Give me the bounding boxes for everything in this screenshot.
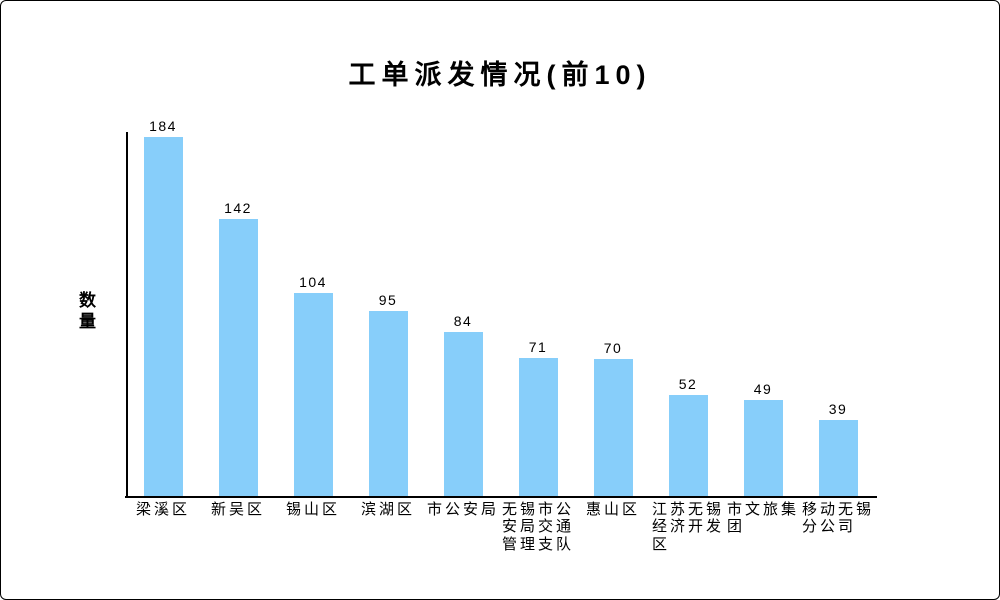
bar-value-label: 71 xyxy=(528,339,548,355)
x-tick-label: 无锡市公 安局交通 管理支队 xyxy=(501,501,574,553)
y-axis-label: 数量 xyxy=(76,291,95,333)
bar-value-label: 49 xyxy=(753,381,773,397)
x-tick-label: 移动无锡 分公司 xyxy=(801,501,874,536)
bar xyxy=(668,395,708,496)
bar-value-label: 95 xyxy=(378,292,398,308)
bar xyxy=(143,137,183,496)
bar-value-label: 184 xyxy=(149,118,177,134)
x-tick-label: 梁溪区 xyxy=(135,501,190,518)
bar-value-label: 84 xyxy=(453,313,473,329)
bar xyxy=(518,358,558,496)
x-tick-label: 新吴区 xyxy=(210,501,265,518)
bar xyxy=(443,332,483,496)
bar xyxy=(218,219,258,496)
bar xyxy=(593,359,633,496)
bar-value-label: 39 xyxy=(828,401,848,417)
x-tick-label: 滨湖区 xyxy=(360,501,415,518)
x-axis-line xyxy=(125,496,877,498)
bar xyxy=(293,293,333,496)
x-tick-label: 锡山区 xyxy=(285,501,340,518)
x-tick-label: 江苏无锡 经济开发 区 xyxy=(651,501,724,553)
bar xyxy=(743,400,783,496)
bar-value-label: 104 xyxy=(299,274,327,290)
bar xyxy=(368,311,408,496)
bar-value-label: 142 xyxy=(224,200,252,216)
x-tick-label: 市文旅集 团 xyxy=(726,501,799,536)
bar-value-label: 70 xyxy=(603,340,623,356)
chart-title: 工单派发情况(前10) xyxy=(348,60,652,90)
x-tick-label: 惠山区 xyxy=(585,501,640,518)
bar-value-label: 52 xyxy=(678,376,698,392)
x-tick-label: 市公安局 xyxy=(426,501,499,518)
bar xyxy=(818,420,858,496)
y-axis-line xyxy=(126,132,128,498)
